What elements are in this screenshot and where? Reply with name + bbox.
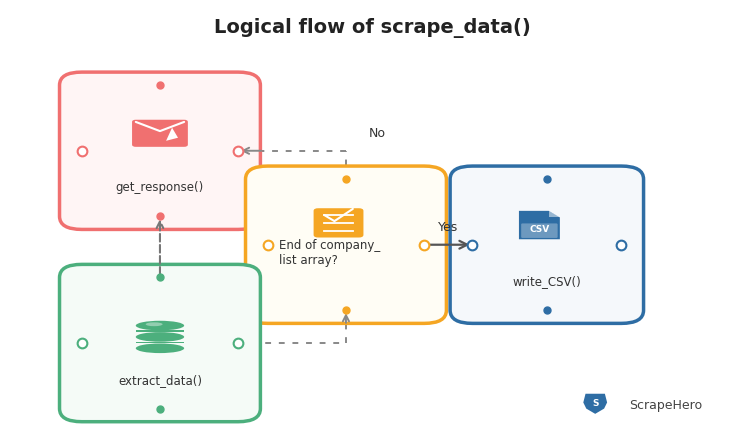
Text: End of company_
list array?: End of company_ list array?: [279, 239, 380, 267]
FancyBboxPatch shape: [521, 223, 558, 238]
Text: write_CSV(): write_CSV(): [513, 275, 581, 288]
Text: S: S: [592, 399, 598, 408]
Text: Yes: Yes: [438, 221, 458, 234]
Polygon shape: [135, 330, 184, 332]
Ellipse shape: [146, 323, 163, 326]
FancyBboxPatch shape: [60, 264, 260, 422]
FancyBboxPatch shape: [314, 208, 363, 238]
FancyBboxPatch shape: [450, 166, 644, 323]
Text: CSV: CSV: [529, 225, 550, 234]
Text: No: No: [368, 127, 385, 140]
Text: get_response(): get_response(): [116, 181, 204, 194]
FancyBboxPatch shape: [246, 166, 446, 323]
Ellipse shape: [135, 321, 185, 330]
Ellipse shape: [135, 332, 185, 342]
FancyBboxPatch shape: [132, 120, 187, 147]
Text: Logical flow of scrape_data(): Logical flow of scrape_data(): [214, 18, 530, 38]
Polygon shape: [583, 394, 607, 414]
Polygon shape: [519, 211, 559, 239]
Ellipse shape: [135, 343, 185, 353]
Polygon shape: [135, 342, 184, 343]
Polygon shape: [548, 211, 559, 218]
FancyBboxPatch shape: [60, 72, 260, 229]
Polygon shape: [166, 128, 178, 141]
Text: ScrapeHero: ScrapeHero: [629, 399, 702, 412]
Text: extract_data(): extract_data(): [118, 374, 202, 387]
